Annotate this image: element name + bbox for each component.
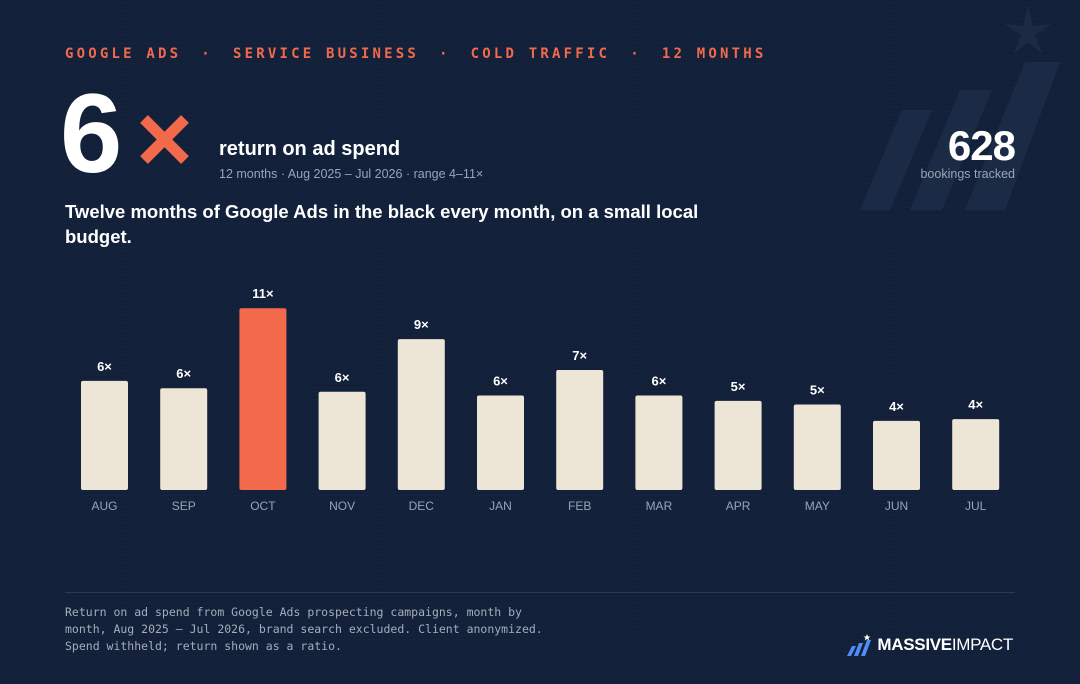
bar-apr	[714, 400, 762, 490]
x-tick-label-apr: APR	[726, 499, 751, 513]
data-label-nov: 6×	[335, 370, 350, 385]
data-label-aug: 6×	[97, 359, 112, 374]
x-tick-label-may: MAY	[805, 499, 830, 513]
brand-name: MASSIVEIMPACT	[877, 635, 1013, 654]
kicker-item-period: 12 MONTHS	[661, 46, 767, 62]
roas-big-stat: 6	[60, 78, 189, 190]
star-icon	[1004, 6, 1052, 54]
x-tick-label-aug: AUG	[91, 499, 117, 513]
footnote: Return on ad spend from Google Ads prosp…	[65, 605, 543, 653]
bar-sep	[160, 388, 208, 490]
stat-title: return on ad spend	[219, 138, 401, 160]
data-label-feb: 7×	[572, 348, 587, 363]
data-label-jan: 6×	[493, 374, 508, 389]
bar-mar	[635, 395, 683, 490]
data-label-mar: 6×	[651, 374, 666, 389]
x-tick-label-jul: JUL	[965, 499, 987, 513]
data-label-oct: 11×	[252, 286, 274, 301]
data-label-may: 5×	[810, 383, 825, 398]
bar-jul	[952, 419, 1000, 490]
x-tick-label-jan: JAN	[489, 499, 512, 513]
x-tick-label-nov: NOV	[329, 499, 355, 513]
kicker-item-business: SERVICE BUSINESS	[232, 46, 419, 62]
bar-feb	[556, 370, 604, 490]
bookings-count: 628	[947, 122, 1016, 169]
kicker: GOOGLE ADS · SERVICE BUSINESS · COLD TRAFFIC…	[65, 46, 767, 62]
bar-jan	[477, 395, 524, 490]
bar-jun	[873, 420, 920, 490]
bar-dec	[397, 339, 445, 490]
kicker-item-traffic: COLD TRAFFIC	[470, 46, 611, 62]
bar-nov	[318, 391, 366, 490]
kicker-separator: ·	[201, 46, 213, 62]
data-label-jun: 4×	[889, 399, 904, 414]
headline: Twelve months of Google Ads in the black…	[65, 201, 699, 247]
data-label-sep: 6×	[176, 366, 191, 381]
brand-logo: MASSIVEIMPACT	[847, 634, 1013, 656]
bar-aug	[81, 380, 128, 490]
x-tick-label-feb: FEB	[568, 499, 591, 513]
kicker-separator: ·	[630, 46, 642, 62]
kicker-separator: ·	[439, 46, 451, 62]
x-tick-label-jun: JUN	[885, 499, 908, 513]
bars-with-star-icon	[847, 634, 872, 656]
stat-subtitle: 12 months · Aug 2025 – Jul 2026 · range …	[219, 167, 484, 181]
x-tick-label-oct: OCT	[250, 499, 276, 513]
kicker-item-channel: GOOGLE ADS	[65, 46, 182, 62]
x-tick-label-mar: MAR	[646, 499, 673, 513]
data-label-apr: 5×	[731, 379, 746, 394]
decorative-logo-watermark-icon	[860, 6, 1060, 210]
times-icon	[140, 115, 189, 164]
divider	[65, 592, 1015, 593]
bookings-label: bookings tracked	[920, 167, 1015, 181]
x-tick-label-sep: SEP	[172, 499, 196, 513]
bar-may	[793, 404, 841, 490]
data-label-jul: 4×	[968, 397, 983, 412]
roas-value: 6	[60, 71, 122, 196]
bar-oct	[239, 308, 287, 490]
x-tick-label-dec: DEC	[409, 499, 435, 513]
data-label-dec: 9×	[414, 317, 429, 332]
